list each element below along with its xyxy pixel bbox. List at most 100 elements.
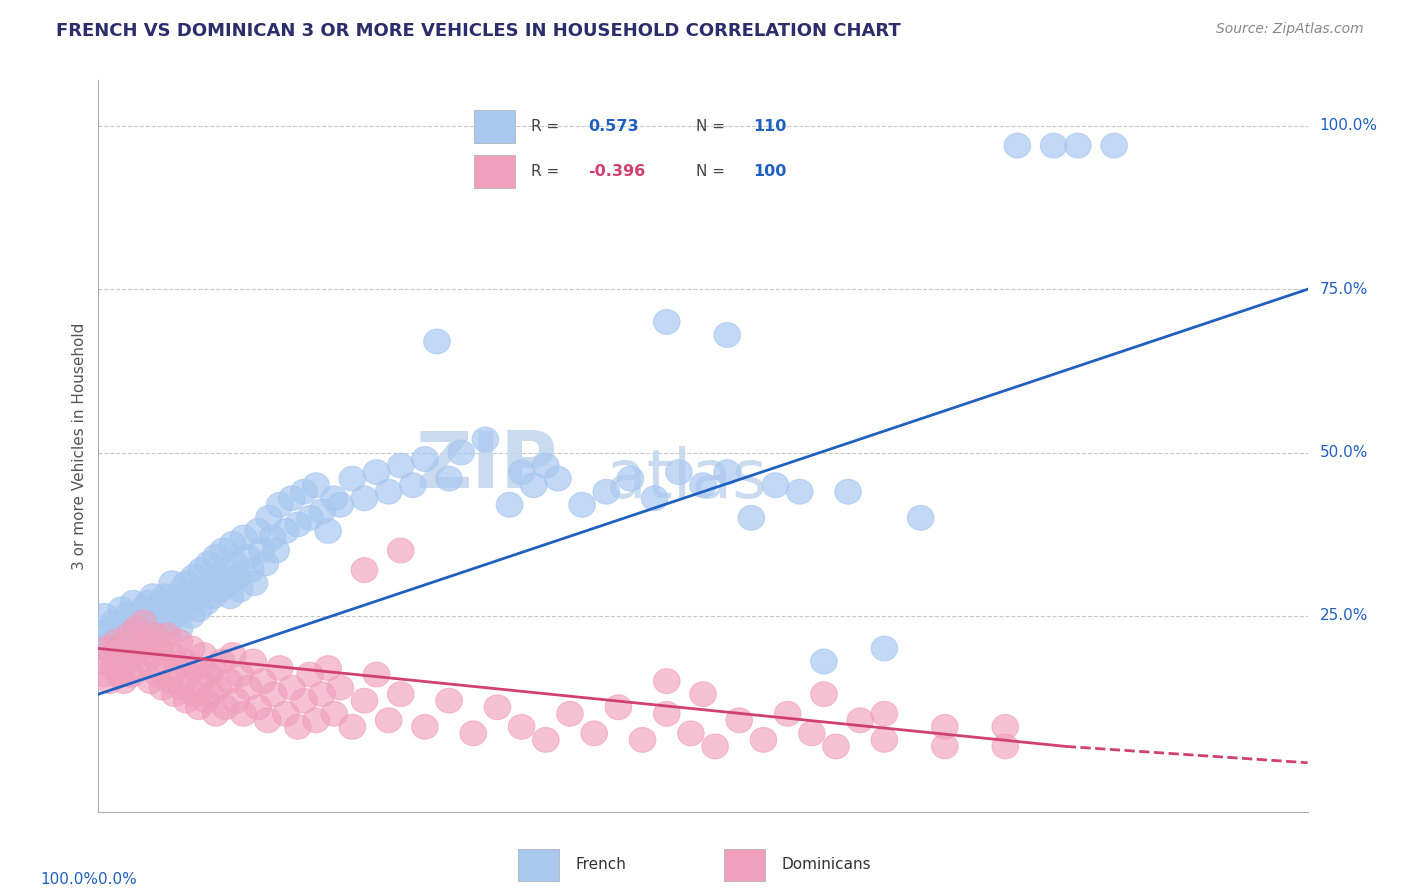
Ellipse shape <box>159 571 186 596</box>
Text: 50.0%: 50.0% <box>1320 445 1368 460</box>
Ellipse shape <box>263 538 290 563</box>
Ellipse shape <box>240 571 267 596</box>
Ellipse shape <box>254 708 281 732</box>
Ellipse shape <box>932 714 957 739</box>
Text: atlas: atlas <box>606 446 768 512</box>
Ellipse shape <box>162 603 188 628</box>
Ellipse shape <box>139 583 166 608</box>
Ellipse shape <box>249 538 276 563</box>
Ellipse shape <box>714 323 741 347</box>
Text: 25.0%: 25.0% <box>1320 608 1368 624</box>
Ellipse shape <box>89 649 115 674</box>
Ellipse shape <box>762 473 789 498</box>
Ellipse shape <box>198 571 224 596</box>
Ellipse shape <box>163 656 190 681</box>
Ellipse shape <box>259 525 285 549</box>
Ellipse shape <box>224 689 250 713</box>
Ellipse shape <box>291 479 318 504</box>
Ellipse shape <box>212 695 239 720</box>
Ellipse shape <box>138 623 163 648</box>
Ellipse shape <box>278 675 305 700</box>
Ellipse shape <box>235 675 262 700</box>
Ellipse shape <box>533 453 560 478</box>
Ellipse shape <box>509 714 534 739</box>
Ellipse shape <box>215 571 240 596</box>
Ellipse shape <box>176 591 202 615</box>
Ellipse shape <box>630 728 655 752</box>
Ellipse shape <box>108 636 135 661</box>
Ellipse shape <box>328 492 353 517</box>
Ellipse shape <box>302 473 329 498</box>
Ellipse shape <box>183 583 209 608</box>
Ellipse shape <box>284 714 311 739</box>
Ellipse shape <box>352 689 378 713</box>
Text: 0.0%: 0.0% <box>98 871 138 887</box>
Ellipse shape <box>198 681 224 706</box>
Ellipse shape <box>152 583 179 608</box>
Ellipse shape <box>205 565 232 589</box>
Ellipse shape <box>321 486 347 510</box>
Ellipse shape <box>509 459 534 484</box>
Ellipse shape <box>156 610 183 635</box>
Ellipse shape <box>544 467 571 491</box>
Ellipse shape <box>872 728 897 752</box>
Ellipse shape <box>690 473 716 498</box>
Ellipse shape <box>581 721 607 746</box>
Ellipse shape <box>188 558 215 582</box>
Ellipse shape <box>118 616 145 641</box>
Ellipse shape <box>226 577 253 602</box>
Ellipse shape <box>284 512 311 537</box>
Ellipse shape <box>149 675 176 700</box>
Ellipse shape <box>115 623 142 648</box>
Ellipse shape <box>219 642 246 667</box>
Ellipse shape <box>222 551 249 576</box>
Ellipse shape <box>103 623 129 648</box>
Ellipse shape <box>101 610 128 635</box>
Ellipse shape <box>569 492 595 517</box>
Ellipse shape <box>273 701 299 726</box>
Ellipse shape <box>180 681 207 706</box>
Ellipse shape <box>129 610 156 635</box>
Ellipse shape <box>1064 133 1091 158</box>
Ellipse shape <box>436 689 463 713</box>
Ellipse shape <box>212 558 239 582</box>
Ellipse shape <box>533 728 560 752</box>
Ellipse shape <box>412 714 439 739</box>
Ellipse shape <box>172 597 198 622</box>
Ellipse shape <box>146 636 173 661</box>
Ellipse shape <box>654 701 681 726</box>
Ellipse shape <box>152 649 179 674</box>
Ellipse shape <box>260 681 287 706</box>
Ellipse shape <box>180 565 207 589</box>
Ellipse shape <box>155 623 180 648</box>
Ellipse shape <box>399 473 426 498</box>
Ellipse shape <box>273 518 299 543</box>
Ellipse shape <box>98 642 125 667</box>
Ellipse shape <box>751 728 776 752</box>
Text: 100.0%: 100.0% <box>1320 119 1378 134</box>
Ellipse shape <box>654 669 681 693</box>
Ellipse shape <box>449 440 474 465</box>
Ellipse shape <box>173 571 200 596</box>
Ellipse shape <box>872 701 897 726</box>
Ellipse shape <box>352 486 378 510</box>
Ellipse shape <box>993 734 1018 759</box>
Ellipse shape <box>231 701 257 726</box>
Ellipse shape <box>98 630 125 655</box>
Ellipse shape <box>278 486 305 510</box>
Ellipse shape <box>195 551 222 576</box>
Ellipse shape <box>617 467 644 491</box>
Ellipse shape <box>156 669 183 693</box>
Ellipse shape <box>315 518 342 543</box>
Ellipse shape <box>339 714 366 739</box>
Ellipse shape <box>605 695 631 720</box>
Ellipse shape <box>240 649 267 674</box>
Ellipse shape <box>135 591 162 615</box>
Ellipse shape <box>231 525 257 549</box>
Ellipse shape <box>321 701 347 726</box>
Ellipse shape <box>128 630 155 655</box>
Ellipse shape <box>94 636 120 661</box>
Ellipse shape <box>256 506 283 530</box>
Ellipse shape <box>209 538 236 563</box>
Ellipse shape <box>1040 133 1067 158</box>
